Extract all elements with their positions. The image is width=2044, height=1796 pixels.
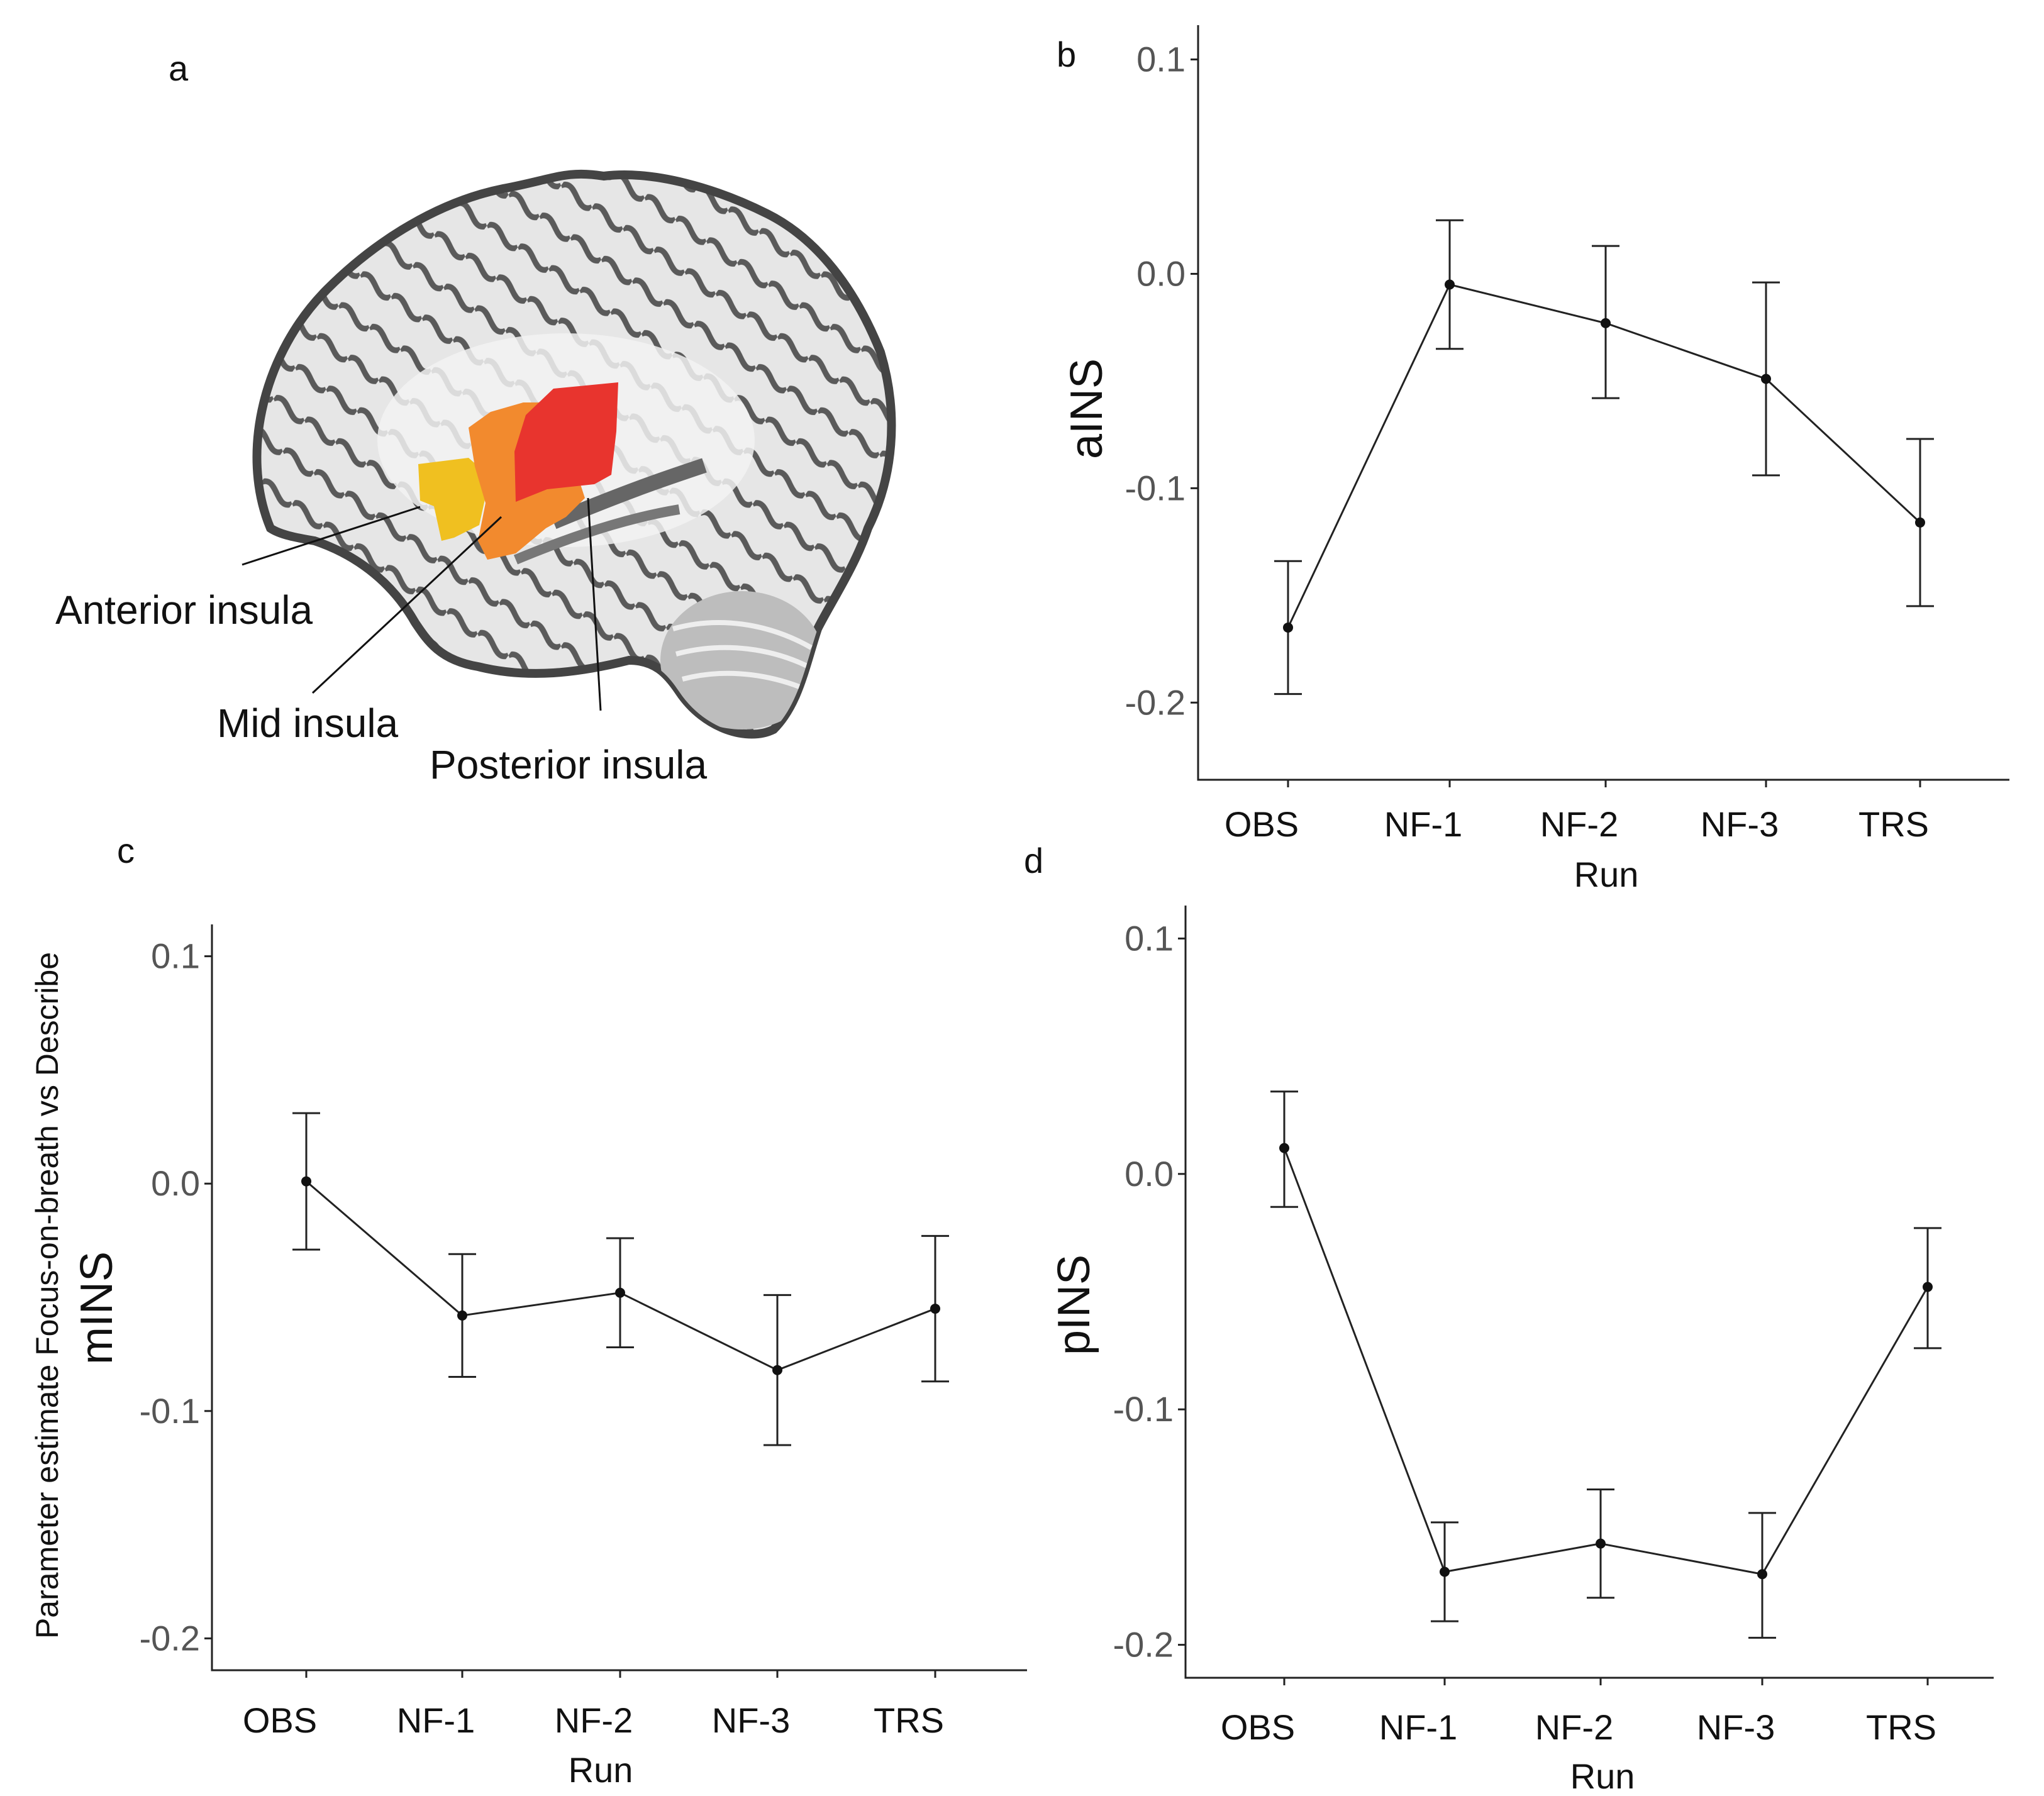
panel-d-y-tick-label: -0.2 <box>1113 1625 1174 1665</box>
panel-b-data-point <box>1915 517 1925 528</box>
panel-a: a Anterior insula Mid insula Posterior i… <box>55 48 896 787</box>
panel-d-series-line <box>1283 1148 1929 1575</box>
panel-d-y-tick-label: -0.1 <box>1113 1389 1174 1429</box>
panel-c-x-tick-label: NF-3 <box>712 1700 790 1740</box>
panel-d-letter: d <box>1024 841 1043 880</box>
panel-c-data-point <box>615 1287 625 1298</box>
panel-b-y-tick-label: -0.1 <box>1125 468 1186 507</box>
panel-b-x-tick-label: TRS <box>1858 804 1929 844</box>
panel-c-data-point <box>301 1176 311 1187</box>
panel-d-x-axis-label: Run <box>1570 1756 1635 1796</box>
panel-c-data-point <box>772 1365 782 1375</box>
panel-d-x-tick-label: NF-2 <box>1535 1707 1613 1747</box>
shared-y-axis-label: Parameter estimate Focus-on-breath vs De… <box>30 952 65 1639</box>
panel-c-y-tick-label: 0.1 <box>151 936 200 976</box>
panel-c-y-tick-label: -0.2 <box>140 1618 201 1658</box>
panel-b-series-line <box>1287 283 1921 628</box>
panel-b-y-axis-label: aINS <box>1062 358 1112 459</box>
panel-c-chart: c mINS Run 0.1 0.0 -0.1 -0.2 OBS NF-1 NF-2 NF-3… <box>72 831 1027 1790</box>
panel-b-y-tick-label: -0.2 <box>1125 682 1186 722</box>
panel-c-letter: c <box>117 831 135 870</box>
panel-d-data-point <box>1923 1282 1933 1292</box>
panel-a-letter: a <box>169 48 189 88</box>
panel-d-data-point <box>1440 1566 1450 1577</box>
panel-d-data-point <box>1596 1538 1606 1549</box>
panel-d-axes <box>1184 906 1994 1679</box>
panel-b-chart: b aINS Run 0.1 0.0 -0.1 -0.2 OBS NF-1 NF-2 NF-3… <box>1057 25 2009 894</box>
panel-d-data-point <box>1279 1143 1289 1153</box>
panel-b-y-tick-label: 0.0 <box>1136 253 1186 293</box>
panel-d-y-tick-label: 0.1 <box>1125 918 1174 958</box>
panel-b-letter: b <box>1057 35 1076 74</box>
panel-b-data-point <box>1445 279 1455 290</box>
panel-b-x-tick-label: NF-3 <box>1701 804 1779 844</box>
panel-c-x-tick-label: OBS <box>243 1700 317 1740</box>
panel-d-data-point <box>1757 1569 1767 1580</box>
panel-d-y-axis-label: pINS <box>1049 1255 1099 1355</box>
panel-b-data-point <box>1283 622 1293 633</box>
panel-b-axes <box>1197 25 2009 781</box>
panel-c-y-tick-label: -0.1 <box>140 1391 201 1431</box>
panel-c-x-tick-label: NF-2 <box>555 1700 633 1740</box>
panel-d-x-tick-label: OBS <box>1221 1707 1295 1747</box>
panel-d-chart: d pINS Run 0.1 0.0 -0.1 -0.2 OBS NF-1 NF-2 NF-3… <box>1024 841 1994 1796</box>
anterior-insula-label: Anterior insula <box>55 587 313 633</box>
panel-c-x-axis-label: Run <box>569 1750 633 1790</box>
panel-b-data-point <box>1761 374 1771 384</box>
panel-c-data-point <box>457 1310 467 1321</box>
panel-c-x-tick-label: TRS <box>874 1700 944 1740</box>
panel-b-data-point <box>1601 318 1611 328</box>
panel-b-x-tick-label: OBS <box>1225 804 1299 844</box>
panel-c-y-axis-label: mINS <box>72 1251 122 1365</box>
mid-insula-label: Mid insula <box>217 701 399 746</box>
panel-c-axes <box>211 924 1027 1671</box>
anterior-insula-region <box>418 458 486 541</box>
panel-b-x-tick-label: NF-1 <box>1384 804 1462 844</box>
panel-b-x-axis-label: Run <box>1574 855 1639 894</box>
panel-d-x-tick-label: NF-1 <box>1379 1707 1457 1747</box>
panel-d-x-tick-label: TRS <box>1866 1707 1936 1747</box>
panel-d-x-tick-label: NF-3 <box>1697 1707 1775 1747</box>
panel-d-y-tick-label: 0.0 <box>1125 1154 1174 1194</box>
panel-c-x-tick-label: NF-1 <box>397 1700 475 1740</box>
brain-leaders <box>242 497 602 711</box>
panel-b-y-tick-label: 0.1 <box>1136 40 1186 79</box>
panel-b-x-tick-label: NF-2 <box>1540 804 1618 844</box>
posterior-insula-label: Posterior insula <box>430 742 708 787</box>
posterior-insula-region <box>514 382 618 502</box>
panel-c-y-tick-label: 0.0 <box>151 1163 200 1203</box>
panel-c-data-point <box>930 1304 940 1314</box>
